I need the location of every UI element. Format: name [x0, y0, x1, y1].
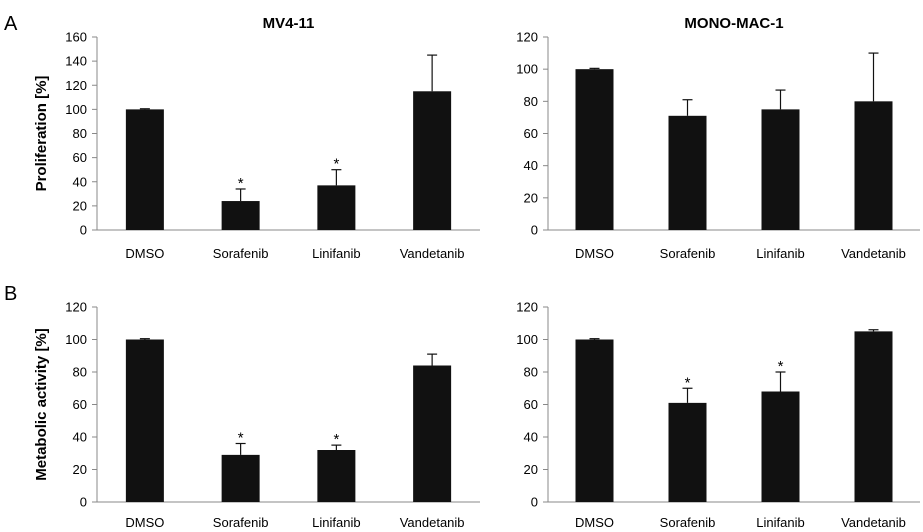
bar-vandetanib [854, 331, 893, 502]
bar-sorafenib [668, 115, 707, 230]
y-tick-label: 100 [516, 332, 538, 347]
x-tick-label: Linifanib [312, 515, 360, 530]
x-tick-label: Linifanib [312, 246, 360, 261]
bar-dmso [575, 339, 614, 502]
y-tick-label: 60 [524, 126, 538, 141]
y-tick-label: 120 [516, 30, 538, 45]
y-tick-label: 140 [65, 54, 87, 69]
significance-marker: * [685, 374, 691, 391]
y-tick-label: 120 [65, 78, 87, 93]
y-tick-label: 80 [73, 365, 87, 380]
x-tick-label: Sorafenib [660, 515, 716, 530]
y-tick-label: 80 [524, 365, 538, 380]
chart-title: MONO-MAC-1 [684, 15, 783, 32]
y-tick-label: 100 [65, 332, 87, 347]
y-tick-label: 60 [73, 397, 87, 412]
x-tick-label: Linifanib [756, 246, 804, 261]
x-tick-label: Sorafenib [660, 246, 716, 261]
panel-label-b: B [4, 283, 17, 305]
y-tick-label: 100 [65, 102, 87, 117]
bar-sorafenib [668, 402, 707, 502]
y-tick-label: 0 [80, 495, 87, 510]
bar-linifanib [317, 185, 356, 230]
significance-marker: * [333, 431, 339, 448]
y-tick-label: 60 [73, 150, 87, 165]
y-tick-label: 0 [531, 223, 538, 238]
x-tick-label: Vandetanib [841, 515, 906, 530]
bar-sorafenib [221, 454, 260, 502]
y-tick-label: 0 [80, 223, 87, 238]
y-tick-label: 80 [524, 94, 538, 109]
bar-vandetanib [413, 365, 452, 502]
y-axis-label: Metabolic activity [%] [33, 328, 50, 481]
x-tick-label: Vandetanib [400, 246, 465, 261]
y-tick-label: 20 [524, 190, 538, 205]
y-tick-label: 120 [65, 300, 87, 315]
y-tick-label: 80 [73, 126, 87, 141]
y-axis-label: Proliferation [%] [33, 76, 50, 192]
x-tick-label: DMSO [125, 246, 164, 261]
y-tick-label: 20 [73, 198, 87, 213]
y-tick-label: 40 [73, 430, 87, 445]
panel-label-a: A [4, 13, 18, 35]
bar-linifanib [761, 109, 800, 230]
x-tick-label: DMSO [125, 515, 164, 530]
bar-linifanib [317, 450, 356, 502]
y-tick-label: 60 [524, 397, 538, 412]
chart-mv4-11-proliferation: MV4-11 Proliferation [%] 0 20 40 60 80 100 120 14… [33, 15, 480, 261]
y-tick-label: 120 [516, 300, 538, 315]
bar-vandetanib [413, 91, 452, 230]
x-tick-label: Sorafenib [213, 246, 269, 261]
bar-dmso [125, 339, 164, 502]
y-tick-label: 40 [524, 158, 538, 173]
chart-title: MV4-11 [263, 15, 315, 32]
significance-marker: * [778, 358, 784, 375]
x-tick-label: Vandetanib [841, 246, 906, 261]
x-tick-label: DMSO [575, 515, 614, 530]
bar-vandetanib [854, 101, 893, 230]
bar-dmso [575, 69, 614, 231]
bar-dmso [125, 109, 164, 230]
y-tick-label: 20 [524, 462, 538, 477]
x-tick-label: DMSO [575, 246, 614, 261]
x-tick-label: Vandetanib [400, 515, 465, 530]
y-tick-label: 160 [65, 30, 87, 45]
y-tick-label: 40 [524, 430, 538, 445]
y-tick-label: 40 [73, 174, 87, 189]
x-tick-label: Linifanib [756, 515, 804, 530]
significance-marker: * [333, 156, 339, 173]
bar-linifanib [761, 391, 800, 502]
significance-marker: * [238, 430, 244, 447]
significance-marker: * [238, 175, 244, 192]
x-tick-label: Sorafenib [213, 515, 269, 530]
chart-mono-mac-1-proliferation: MONO-MAC-1 0 20 40 60 80 100 120 DMSO Sorafenib Li… [516, 15, 920, 261]
chart-mono-mac-1-metabolic-activity: 0 20 40 60 80 100 120 DMSO * Sorafenib * Linifanib V… [516, 300, 920, 530]
bar-sorafenib [221, 201, 260, 230]
y-tick-label: 20 [73, 462, 87, 477]
chart-mv4-11-metabolic-activity: Metabolic activity [%] 0 20 40 60 80 100 120 DMS… [33, 300, 480, 530]
y-tick-label: 100 [516, 62, 538, 77]
y-tick-label: 0 [531, 495, 538, 510]
